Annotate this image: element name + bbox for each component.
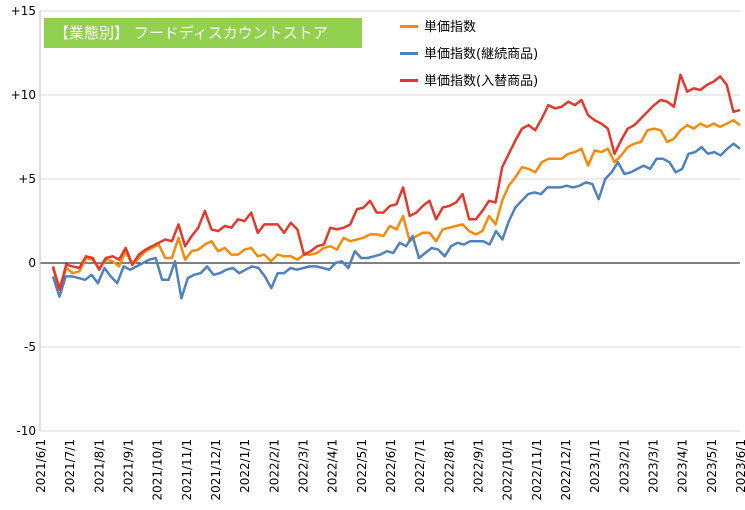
x-tick-label: 2022/4/1 [326,439,340,493]
legend-label-unit-price: 単価指数 [424,20,477,35]
x-tick-label: 2022/6/1 [384,439,398,493]
x-tick-label: 2022/1/1 [238,439,252,493]
x-axis-ticks: 2021/6/1 2021/7/1 2021/8/1 2021/9/1 2021/10/… [34,439,745,501]
x-tick-label: 2021/7/1 [63,439,77,493]
x-tick-label: 2023/6/1 [734,439,745,493]
y-axis-ticks: +15 +10 +5 0 -5 -10 [11,4,36,438]
x-tick-label: 2022/12/1 [559,439,573,501]
series-line-2 [51,73,741,292]
x-tick-label: 2023/5/1 [705,439,719,493]
x-tick-label: 2022/3/1 [297,439,311,493]
series-line-0 [51,118,741,290]
y-tick-label: +10 [11,88,36,102]
x-tick-label: 2021/9/1 [122,439,136,493]
x-tick-label: 2023/3/1 [647,439,661,493]
chart-title: 【業態別】 フードディスカウントストア [44,18,362,48]
legend-swatch-continuing-items [400,52,418,55]
x-tick-label: 2022/5/1 [355,439,369,493]
y-tick-label: 0 [28,256,36,270]
y-tick-label: -10 [16,424,36,438]
x-tick-label: 2022/7/1 [413,439,427,493]
x-tick-label: 2021/10/1 [151,439,165,501]
x-tick-label: 2021/12/1 [209,439,223,501]
x-tick-label: 2022/9/1 [472,439,486,493]
y-tick-label: -5 [24,340,36,354]
x-tick-label: 2023/2/1 [617,439,631,493]
legend-swatch-unit-price [400,25,418,28]
gridlines [39,10,740,432]
x-tick-label: 2022/11/1 [530,439,544,501]
x-tick-label: 2021/11/1 [180,439,194,501]
x-tick-label: 2021/6/1 [34,439,48,493]
x-tick-label: 2021/8/1 [92,439,106,493]
x-tick-label: 2023/4/1 [676,439,690,493]
x-tick-label: 2022/2/1 [267,439,281,493]
series-line-1 [51,142,741,300]
x-tick-label: 2022/8/1 [442,439,456,493]
legend-label-continuing-items: 単価指数(継続商品) [424,47,539,62]
x-tick-label: 2023/1/1 [588,439,602,493]
y-tick-label: +15 [11,4,36,18]
x-tick-label: 2022/10/1 [501,439,515,501]
series-lines [51,73,741,300]
y-tick-label: +5 [18,172,36,186]
legend-swatch-replaced-items [400,79,418,82]
legend-label-replaced-items: 単価指数(入替商品) [424,74,539,89]
